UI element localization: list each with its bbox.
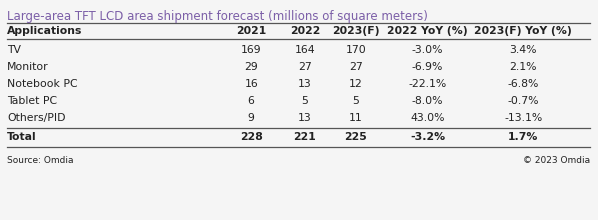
Text: 27: 27 — [298, 62, 312, 72]
Text: 6: 6 — [248, 96, 255, 106]
Text: -6.9%: -6.9% — [412, 62, 443, 72]
Text: Applications: Applications — [7, 26, 83, 36]
Text: -8.0%: -8.0% — [412, 96, 443, 106]
Text: 2022 YoY (%): 2022 YoY (%) — [388, 26, 468, 36]
Text: 3.4%: 3.4% — [509, 45, 537, 55]
Text: 2023(F): 2023(F) — [332, 26, 380, 36]
Text: 170: 170 — [346, 45, 366, 55]
Text: 169: 169 — [241, 45, 261, 55]
Text: 11: 11 — [349, 113, 362, 123]
Text: Total: Total — [7, 132, 37, 142]
Text: 228: 228 — [240, 132, 263, 142]
Text: Monitor: Monitor — [7, 62, 49, 72]
Text: 43.0%: 43.0% — [410, 113, 445, 123]
Text: Tablet PC: Tablet PC — [7, 96, 57, 106]
Text: 29: 29 — [245, 62, 258, 72]
Text: 221: 221 — [294, 132, 316, 142]
Text: 2.1%: 2.1% — [509, 62, 537, 72]
Text: -6.8%: -6.8% — [508, 79, 539, 89]
Text: 13: 13 — [298, 113, 312, 123]
Text: 13: 13 — [298, 79, 312, 89]
Text: -22.1%: -22.1% — [408, 79, 447, 89]
Text: Notebook PC: Notebook PC — [7, 79, 78, 89]
Text: 164: 164 — [295, 45, 315, 55]
Text: -3.0%: -3.0% — [412, 45, 443, 55]
Text: 225: 225 — [344, 132, 367, 142]
Text: 5: 5 — [301, 96, 309, 106]
Text: 5: 5 — [352, 96, 359, 106]
Text: -3.2%: -3.2% — [410, 132, 445, 142]
Text: 16: 16 — [245, 79, 258, 89]
Text: 12: 12 — [349, 79, 362, 89]
Text: 2023(F) YoY (%): 2023(F) YoY (%) — [474, 26, 572, 36]
Text: -0.7%: -0.7% — [508, 96, 539, 106]
Text: -13.1%: -13.1% — [504, 113, 542, 123]
Text: Source: Omdia: Source: Omdia — [7, 156, 74, 165]
Text: 2021: 2021 — [236, 26, 266, 36]
Text: 27: 27 — [349, 62, 362, 72]
Text: TV: TV — [7, 45, 21, 55]
Text: 1.7%: 1.7% — [508, 132, 538, 142]
Text: 9: 9 — [248, 113, 255, 123]
Text: 2022: 2022 — [290, 26, 320, 36]
Text: Others/PID: Others/PID — [7, 113, 66, 123]
Text: Large-area TFT LCD area shipment forecast (millions of square meters): Large-area TFT LCD area shipment forecas… — [7, 10, 428, 23]
Text: © 2023 Omdia: © 2023 Omdia — [523, 156, 590, 165]
